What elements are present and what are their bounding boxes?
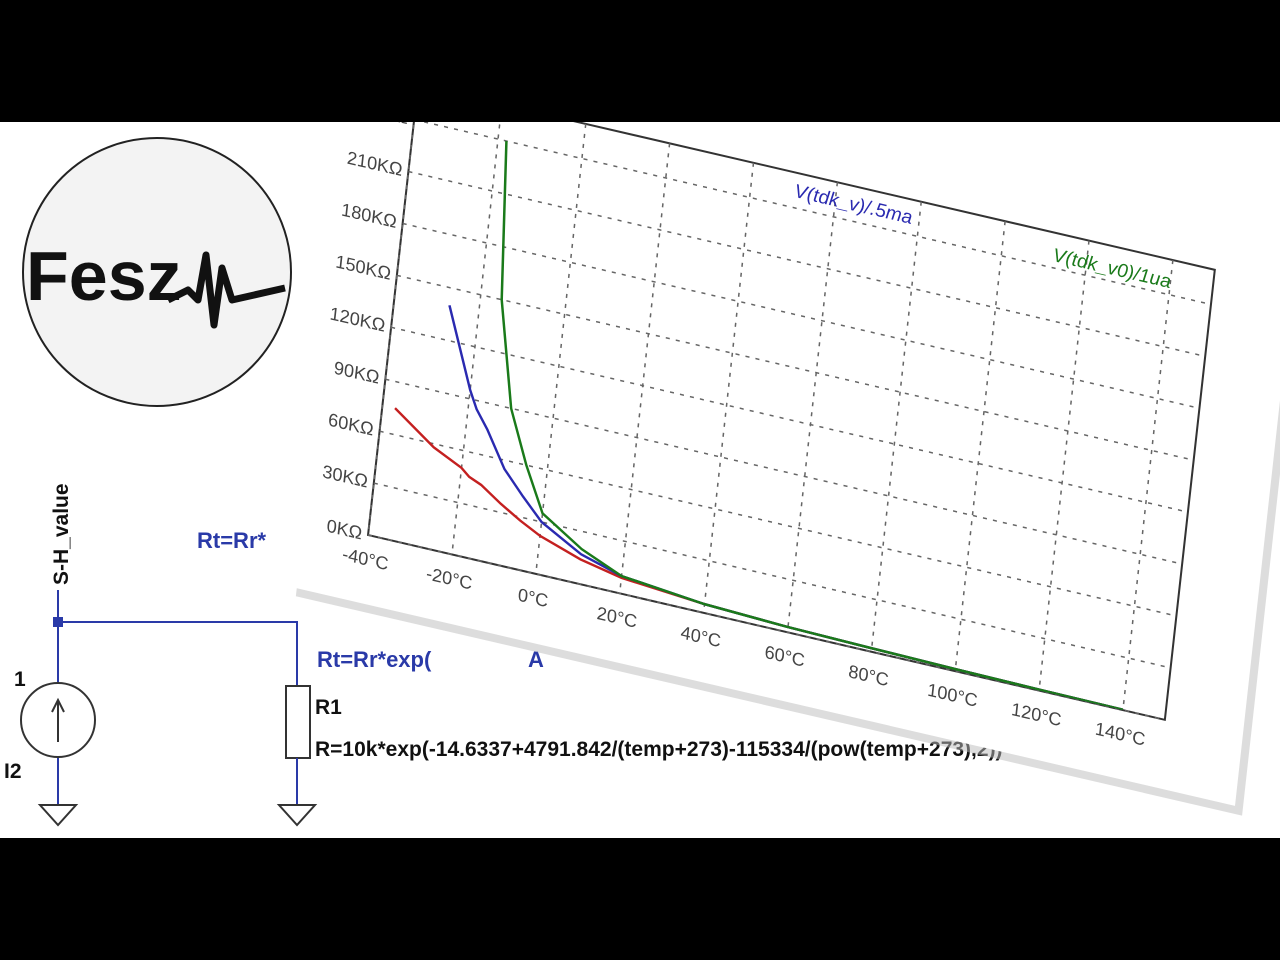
source-arrow-head	[51, 697, 65, 713]
logo-text: Fesz	[26, 237, 182, 315]
grid-line	[367, 534, 1165, 721]
grid-line	[396, 274, 1194, 461]
component-value: R=10k*exp(-14.6337+4791.842/(temp+273)-1…	[315, 738, 1003, 761]
grid-line	[391, 326, 1188, 513]
grid-line	[402, 222, 1200, 410]
ground	[37, 804, 79, 827]
component-name: I2	[4, 760, 22, 783]
schematic	[20, 590, 318, 827]
wire	[57, 590, 298, 686]
net-label: S-H_value	[50, 483, 73, 585]
logo-circle	[22, 137, 292, 407]
spice-comment: Rt=Rr*	[197, 528, 267, 553]
letterbox	[0, 0, 1280, 122]
spice-comment: Rt=Rr*exp(	[317, 647, 432, 672]
waveform-window: 0KΩ30KΩ60KΩ90KΩ120KΩ150KΩ180KΩ210KΩ240KΩ…	[288, 16, 1280, 816]
letterbox	[0, 838, 1280, 960]
series-line	[500, 140, 1124, 711]
grid-line	[379, 430, 1177, 617]
logo-wave	[166, 251, 286, 329]
junction	[53, 617, 63, 627]
ground	[276, 804, 318, 827]
logo: Fesz	[22, 137, 292, 407]
component-name: R1	[315, 696, 342, 719]
spice-comment: A	[528, 647, 544, 672]
grid-line	[414, 118, 1212, 306]
grid-line	[408, 170, 1206, 358]
pin-label: 1	[14, 668, 26, 691]
